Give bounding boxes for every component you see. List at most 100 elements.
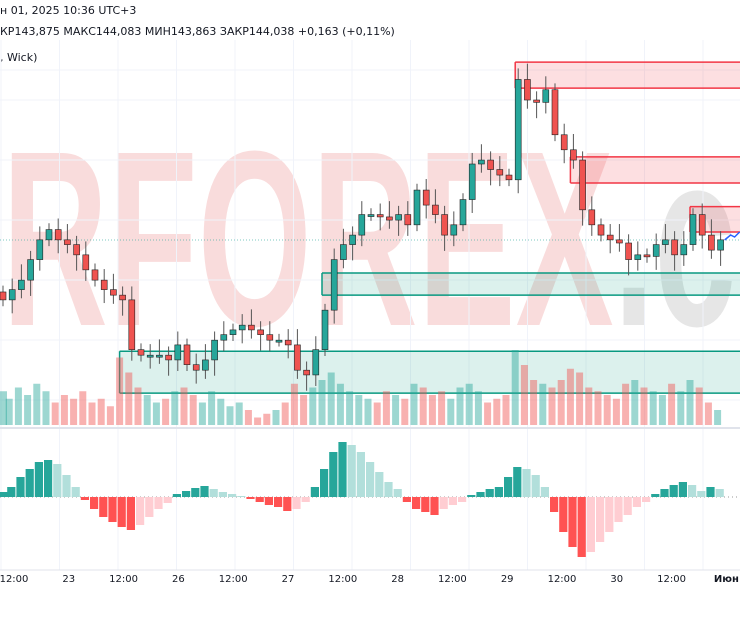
time-axis-label: 12:00 <box>328 574 358 585</box>
oscillator-bar <box>246 497 255 499</box>
candle-body <box>220 334 228 341</box>
candle-body <box>294 344 301 371</box>
time-axis-label: Июн <box>713 574 739 585</box>
supply-zone <box>690 206 740 232</box>
oscillator-bar <box>301 497 310 502</box>
oscillator-bar <box>550 497 559 512</box>
candle-body <box>432 204 439 215</box>
oscillator-bar <box>605 497 614 532</box>
time-axis-label: 12:00 <box>547 574 577 585</box>
candle-body <box>689 214 697 245</box>
candle-body <box>358 214 366 236</box>
header-ohlc: КР143,875 МАКС144,083 МИН143,863 ЗАКР144… <box>0 25 395 38</box>
demand-zone <box>119 351 740 394</box>
volume-bar <box>355 395 363 425</box>
volume-bar <box>456 387 464 425</box>
volume-bar <box>594 391 602 425</box>
oscillator-bar <box>108 497 117 522</box>
volume-bar <box>346 391 354 425</box>
candle-body <box>340 244 347 260</box>
oscillator-bar <box>117 497 126 527</box>
oscillator-bar <box>430 497 439 515</box>
oscillator-bar <box>623 497 632 515</box>
candle-body <box>202 359 209 371</box>
watermark-main: RFOREX <box>2 99 614 378</box>
oscillator-bar <box>485 489 494 497</box>
oscillator-bar <box>513 467 522 497</box>
oscillator-bar <box>596 497 605 542</box>
oscillator-bar <box>458 497 467 502</box>
oscillator-bar <box>642 497 651 502</box>
candle-body <box>303 369 310 376</box>
candle-body <box>82 254 90 271</box>
time-axis-label: 29 <box>500 574 514 585</box>
oscillator-bar <box>660 489 669 497</box>
volume-bar <box>70 398 78 425</box>
candle-body <box>54 229 62 241</box>
volume-bar <box>640 387 648 425</box>
candle-body <box>248 324 255 331</box>
volume-bar <box>677 391 685 425</box>
candle-body <box>570 149 577 161</box>
candle-body <box>367 214 375 217</box>
oscillator-bar <box>90 497 99 509</box>
oscillator-bar <box>0 492 9 497</box>
oscillator-bar <box>264 497 273 505</box>
candle-body <box>211 339 218 361</box>
volume-bar <box>171 391 179 425</box>
volume-bar <box>428 395 436 425</box>
volume-bar <box>520 365 528 425</box>
candle-body <box>597 224 605 236</box>
candle-body <box>18 279 25 290</box>
supply-zone <box>515 62 740 89</box>
candle-body <box>119 294 126 301</box>
oscillator-bar <box>7 487 16 497</box>
volume-bar <box>162 398 170 425</box>
candle-body <box>450 224 458 236</box>
time-axis-label: 28 <box>391 574 404 585</box>
candle-body <box>616 239 623 244</box>
oscillator-bar <box>467 495 476 497</box>
volume-bar <box>198 402 206 425</box>
oscillator-bar <box>393 489 402 497</box>
oscillator-bar <box>697 491 706 497</box>
oscillator-bar <box>237 496 246 497</box>
oscillator-bar <box>154 497 163 509</box>
candle-body <box>404 214 412 226</box>
candle-body <box>551 89 559 136</box>
candle-body <box>487 159 494 170</box>
oscillator-bar <box>494 487 503 497</box>
candle-body <box>321 309 329 350</box>
candle-body <box>441 214 448 236</box>
candle-body <box>708 234 715 251</box>
candle-body <box>717 239 724 251</box>
volume-bar <box>217 398 225 425</box>
oscillator-bar <box>218 492 227 497</box>
volume-bar <box>474 391 482 425</box>
oscillator-bar <box>34 462 43 497</box>
candle-body <box>524 79 531 101</box>
indicator-legend[interactable]: , Wick) <box>0 51 38 64</box>
candle-body <box>514 79 522 181</box>
candle-body <box>0 291 7 301</box>
volume-bar <box>290 383 298 425</box>
volume-bar <box>226 406 234 425</box>
volume-bar <box>106 406 114 425</box>
volume-bar <box>493 398 501 425</box>
oscillator-bar <box>163 497 172 503</box>
oscillator-bar <box>421 497 430 512</box>
volume-bar <box>585 387 593 425</box>
oscillator-bar <box>329 452 338 497</box>
volume-bar <box>695 387 703 425</box>
oscillator-bar <box>145 497 154 517</box>
volume-bar <box>5 398 13 425</box>
oscillator-bar <box>338 442 347 497</box>
oscillator-bar <box>228 494 237 497</box>
candle-body <box>643 254 651 258</box>
candle-body <box>91 269 99 281</box>
oscillator-bar <box>136 497 145 525</box>
volume-bar <box>327 372 335 425</box>
oscillator-bar <box>568 497 577 547</box>
oscillator-bar <box>715 489 724 497</box>
